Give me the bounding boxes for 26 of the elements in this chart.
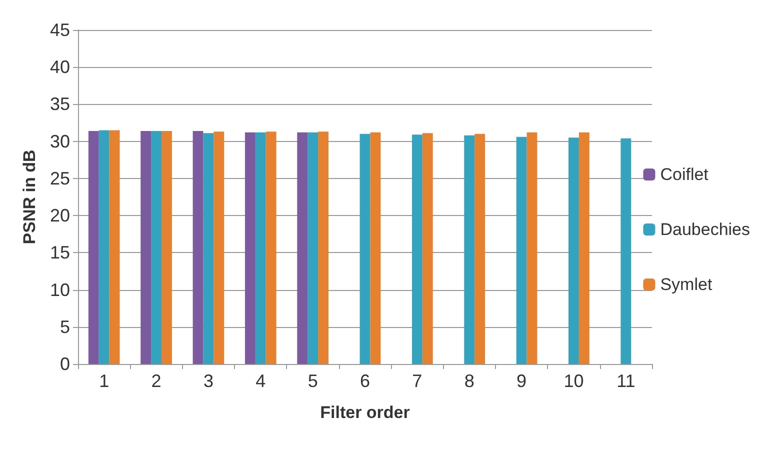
y-axis-title: PSNR in dB <box>20 150 39 244</box>
x-tick-label: 5 <box>308 371 318 391</box>
x-tick-label: 11 <box>616 371 636 391</box>
y-tick-label: 10 <box>50 280 70 300</box>
x-tick-label: 1 <box>99 371 110 391</box>
x-tick-label: 10 <box>564 371 584 391</box>
y-tick-label: 20 <box>50 206 70 226</box>
legend-label: Coiflet <box>660 165 709 184</box>
x-tick-label: 7 <box>412 371 422 391</box>
y-tick-label: 0 <box>60 354 70 374</box>
y-tick-label: 25 <box>50 168 70 188</box>
x-tick-label: 2 <box>151 371 162 391</box>
y-tick-label: 5 <box>60 316 70 337</box>
legend-label: Daubechies <box>660 220 750 239</box>
y-tick-label: 15 <box>50 242 70 263</box>
x-tick-label: 9 <box>516 371 527 391</box>
y-tick-label: 45 <box>50 20 70 40</box>
y-tick-label: 30 <box>50 131 70 152</box>
x-tick-label: 4 <box>256 371 266 391</box>
x-tick-label: 6 <box>360 371 370 391</box>
y-tick-label: 40 <box>50 57 70 78</box>
y-tick-label: 35 <box>50 94 70 114</box>
x-axis-title: Filter order <box>320 403 410 422</box>
x-tick-label: 8 <box>464 371 474 391</box>
legend-label: Symlet <box>660 275 712 294</box>
x-tick-label: 3 <box>203 371 214 391</box>
